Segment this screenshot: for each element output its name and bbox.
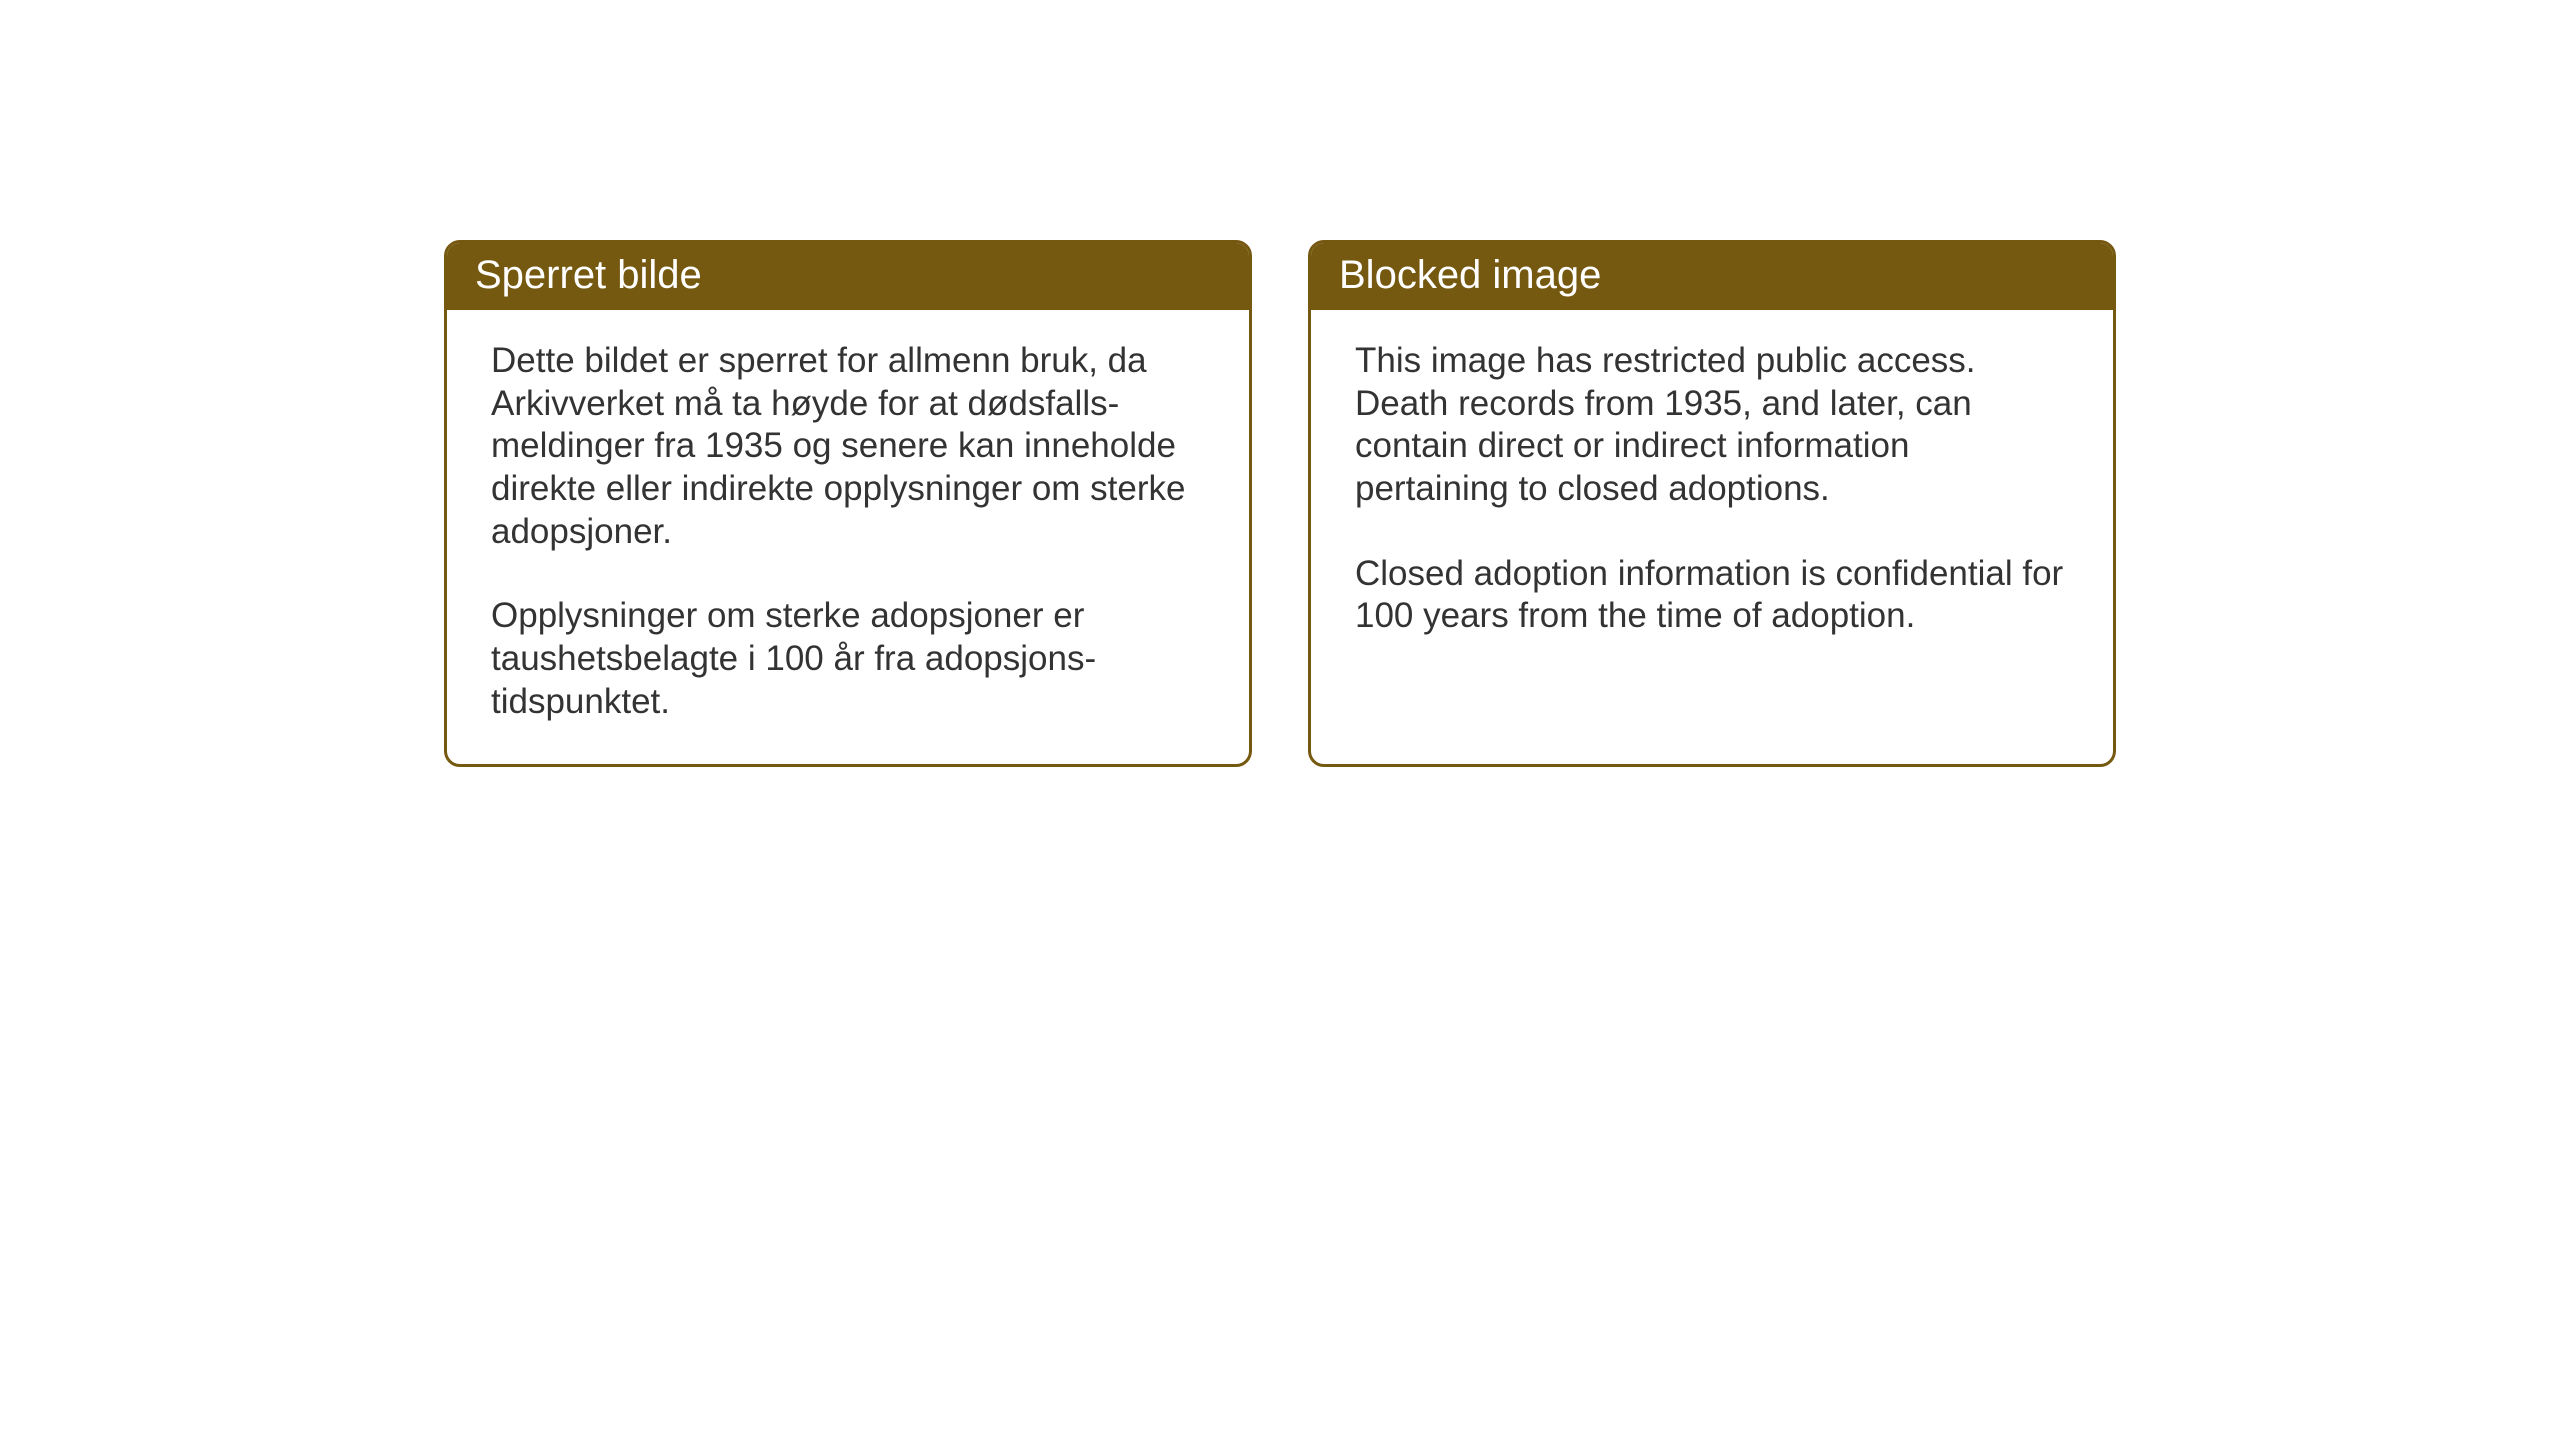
card-header-norwegian: Sperret bilde bbox=[447, 243, 1249, 310]
card-paragraph1-norwegian: Dette bildet er sperret for allmenn bruk… bbox=[491, 340, 1205, 553]
card-paragraph1-english: This image has restricted public access.… bbox=[1355, 340, 2069, 511]
notice-card-english: Blocked image This image has restricted … bbox=[1308, 240, 2116, 767]
card-paragraph2-english: Closed adoption information is confident… bbox=[1355, 553, 2069, 638]
card-body-norwegian: Dette bildet er sperret for allmenn bruk… bbox=[447, 310, 1249, 764]
card-body-english: This image has restricted public access.… bbox=[1311, 310, 2113, 750]
card-paragraph2-norwegian: Opplysninger om sterke adopsjoner er tau… bbox=[491, 595, 1205, 723]
card-header-english: Blocked image bbox=[1311, 243, 2113, 310]
card-title-english: Blocked image bbox=[1339, 253, 1601, 297]
notice-card-norwegian: Sperret bilde Dette bildet er sperret fo… bbox=[444, 240, 1252, 767]
card-title-norwegian: Sperret bilde bbox=[475, 253, 702, 297]
notice-cards-container: Sperret bilde Dette bildet er sperret fo… bbox=[0, 0, 2560, 767]
